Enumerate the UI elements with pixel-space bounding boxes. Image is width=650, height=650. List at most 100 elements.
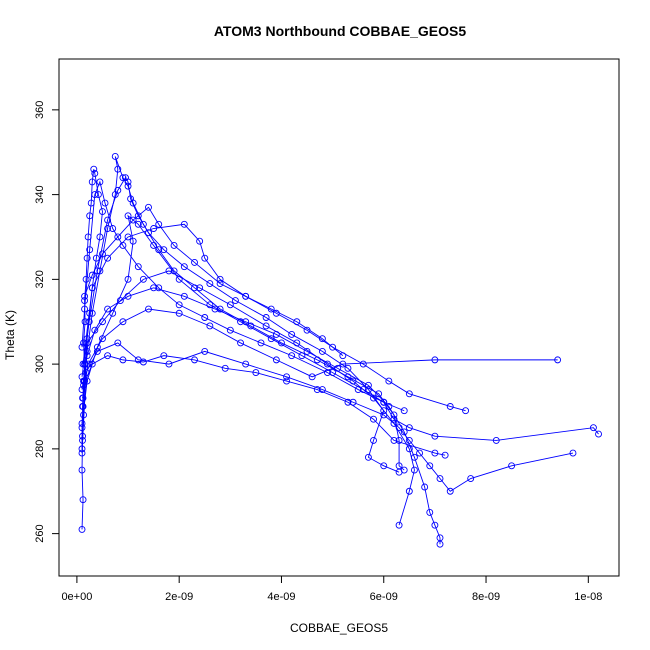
data-point: [395, 468, 403, 476]
data-point: [364, 386, 372, 393]
data-point: [426, 462, 434, 470]
data-point: [111, 153, 119, 160]
x-tick-label: 8e-09: [472, 591, 500, 603]
data-point: [267, 305, 275, 313]
data-point: [79, 403, 87, 410]
data-point: [88, 360, 96, 368]
series-line: [82, 270, 415, 526]
data-point: [431, 432, 439, 440]
data-point: [139, 275, 147, 283]
data-point: [318, 335, 326, 343]
data-point: [129, 216, 137, 224]
data-point: [446, 403, 454, 410]
data-point: [370, 415, 377, 423]
data-point: [201, 347, 209, 355]
data-point: [395, 436, 403, 444]
data-point: [405, 424, 413, 432]
data-point: [329, 343, 337, 351]
data-point: [431, 356, 439, 364]
data-point: [410, 466, 418, 474]
series-line: [81, 287, 441, 545]
data-point: [84, 360, 92, 368]
data-point: [82, 275, 90, 283]
series-line: [82, 156, 405, 471]
data-point: [81, 305, 89, 313]
x-tick-label: 6e-09: [370, 591, 398, 603]
data-point: [165, 360, 173, 368]
y-tick-label: 340: [34, 185, 46, 203]
data-point: [421, 483, 429, 491]
data-point: [99, 250, 106, 258]
data-point: [242, 318, 250, 326]
data-point: [431, 449, 439, 457]
data-point: [83, 377, 91, 385]
data-point: [272, 356, 280, 364]
data-point: [375, 390, 383, 398]
data-point: [85, 318, 93, 326]
data-point: [405, 390, 413, 398]
data-point: [426, 508, 434, 516]
data-point: [339, 352, 347, 360]
data-point: [119, 242, 127, 249]
data-point: [91, 191, 99, 199]
data-point: [88, 178, 96, 186]
data-series: [78, 174, 403, 476]
data-point: [201, 254, 209, 262]
data-point: [364, 453, 372, 461]
data-point: [109, 225, 117, 232]
data-point: [380, 398, 388, 406]
data-point: [81, 297, 89, 304]
data-point: [155, 220, 163, 228]
data-point: [99, 208, 106, 216]
y-tick-label: 300: [34, 355, 46, 373]
data-point: [303, 347, 311, 355]
data-point: [119, 318, 127, 326]
data-point: [79, 496, 87, 504]
data-point: [380, 462, 388, 470]
data-point: [79, 394, 86, 402]
data-point: [160, 246, 168, 254]
data-point: [78, 449, 86, 457]
data-point: [242, 292, 250, 300]
chart-title: ATOM3 Northbound COBBAE_GEOS5: [214, 23, 466, 39]
data-point: [405, 445, 413, 453]
data-point: [216, 275, 224, 283]
data-point: [267, 335, 275, 343]
data-point: [508, 462, 516, 470]
series-line: [81, 180, 405, 412]
data-point: [405, 436, 413, 444]
x-axis: 0e+00 2e-09 4e-09 6e-09 8e-09 1e-08: [61, 575, 602, 603]
data-point: [180, 263, 188, 271]
data-point: [160, 352, 168, 360]
data-series: [79, 305, 562, 402]
data-point: [206, 301, 214, 309]
data-point: [116, 297, 124, 304]
data-point: [78, 343, 86, 351]
data-series: [78, 178, 408, 415]
data-point: [221, 364, 229, 372]
data-point: [400, 407, 408, 415]
series-layer: [78, 153, 602, 548]
series-line: [82, 223, 466, 412]
data-point: [191, 356, 198, 364]
data-series: [78, 212, 602, 444]
x-axis-label: COBBAE_GEOS5: [290, 621, 388, 635]
data-point: [104, 352, 112, 360]
data-point: [446, 487, 454, 495]
data-point: [318, 347, 326, 355]
data-point: [441, 451, 449, 459]
data-point: [127, 195, 135, 203]
data-point: [344, 398, 352, 406]
data-point: [201, 314, 209, 321]
data-point: [114, 186, 122, 194]
data-point: [99, 318, 106, 326]
data-point: [145, 203, 152, 211]
data-point: [78, 419, 86, 427]
data-point: [134, 263, 142, 271]
data-point: [237, 339, 245, 347]
data-point: [83, 254, 91, 262]
data-point: [339, 360, 347, 368]
data-point: [313, 386, 321, 393]
data-point: [78, 424, 86, 432]
